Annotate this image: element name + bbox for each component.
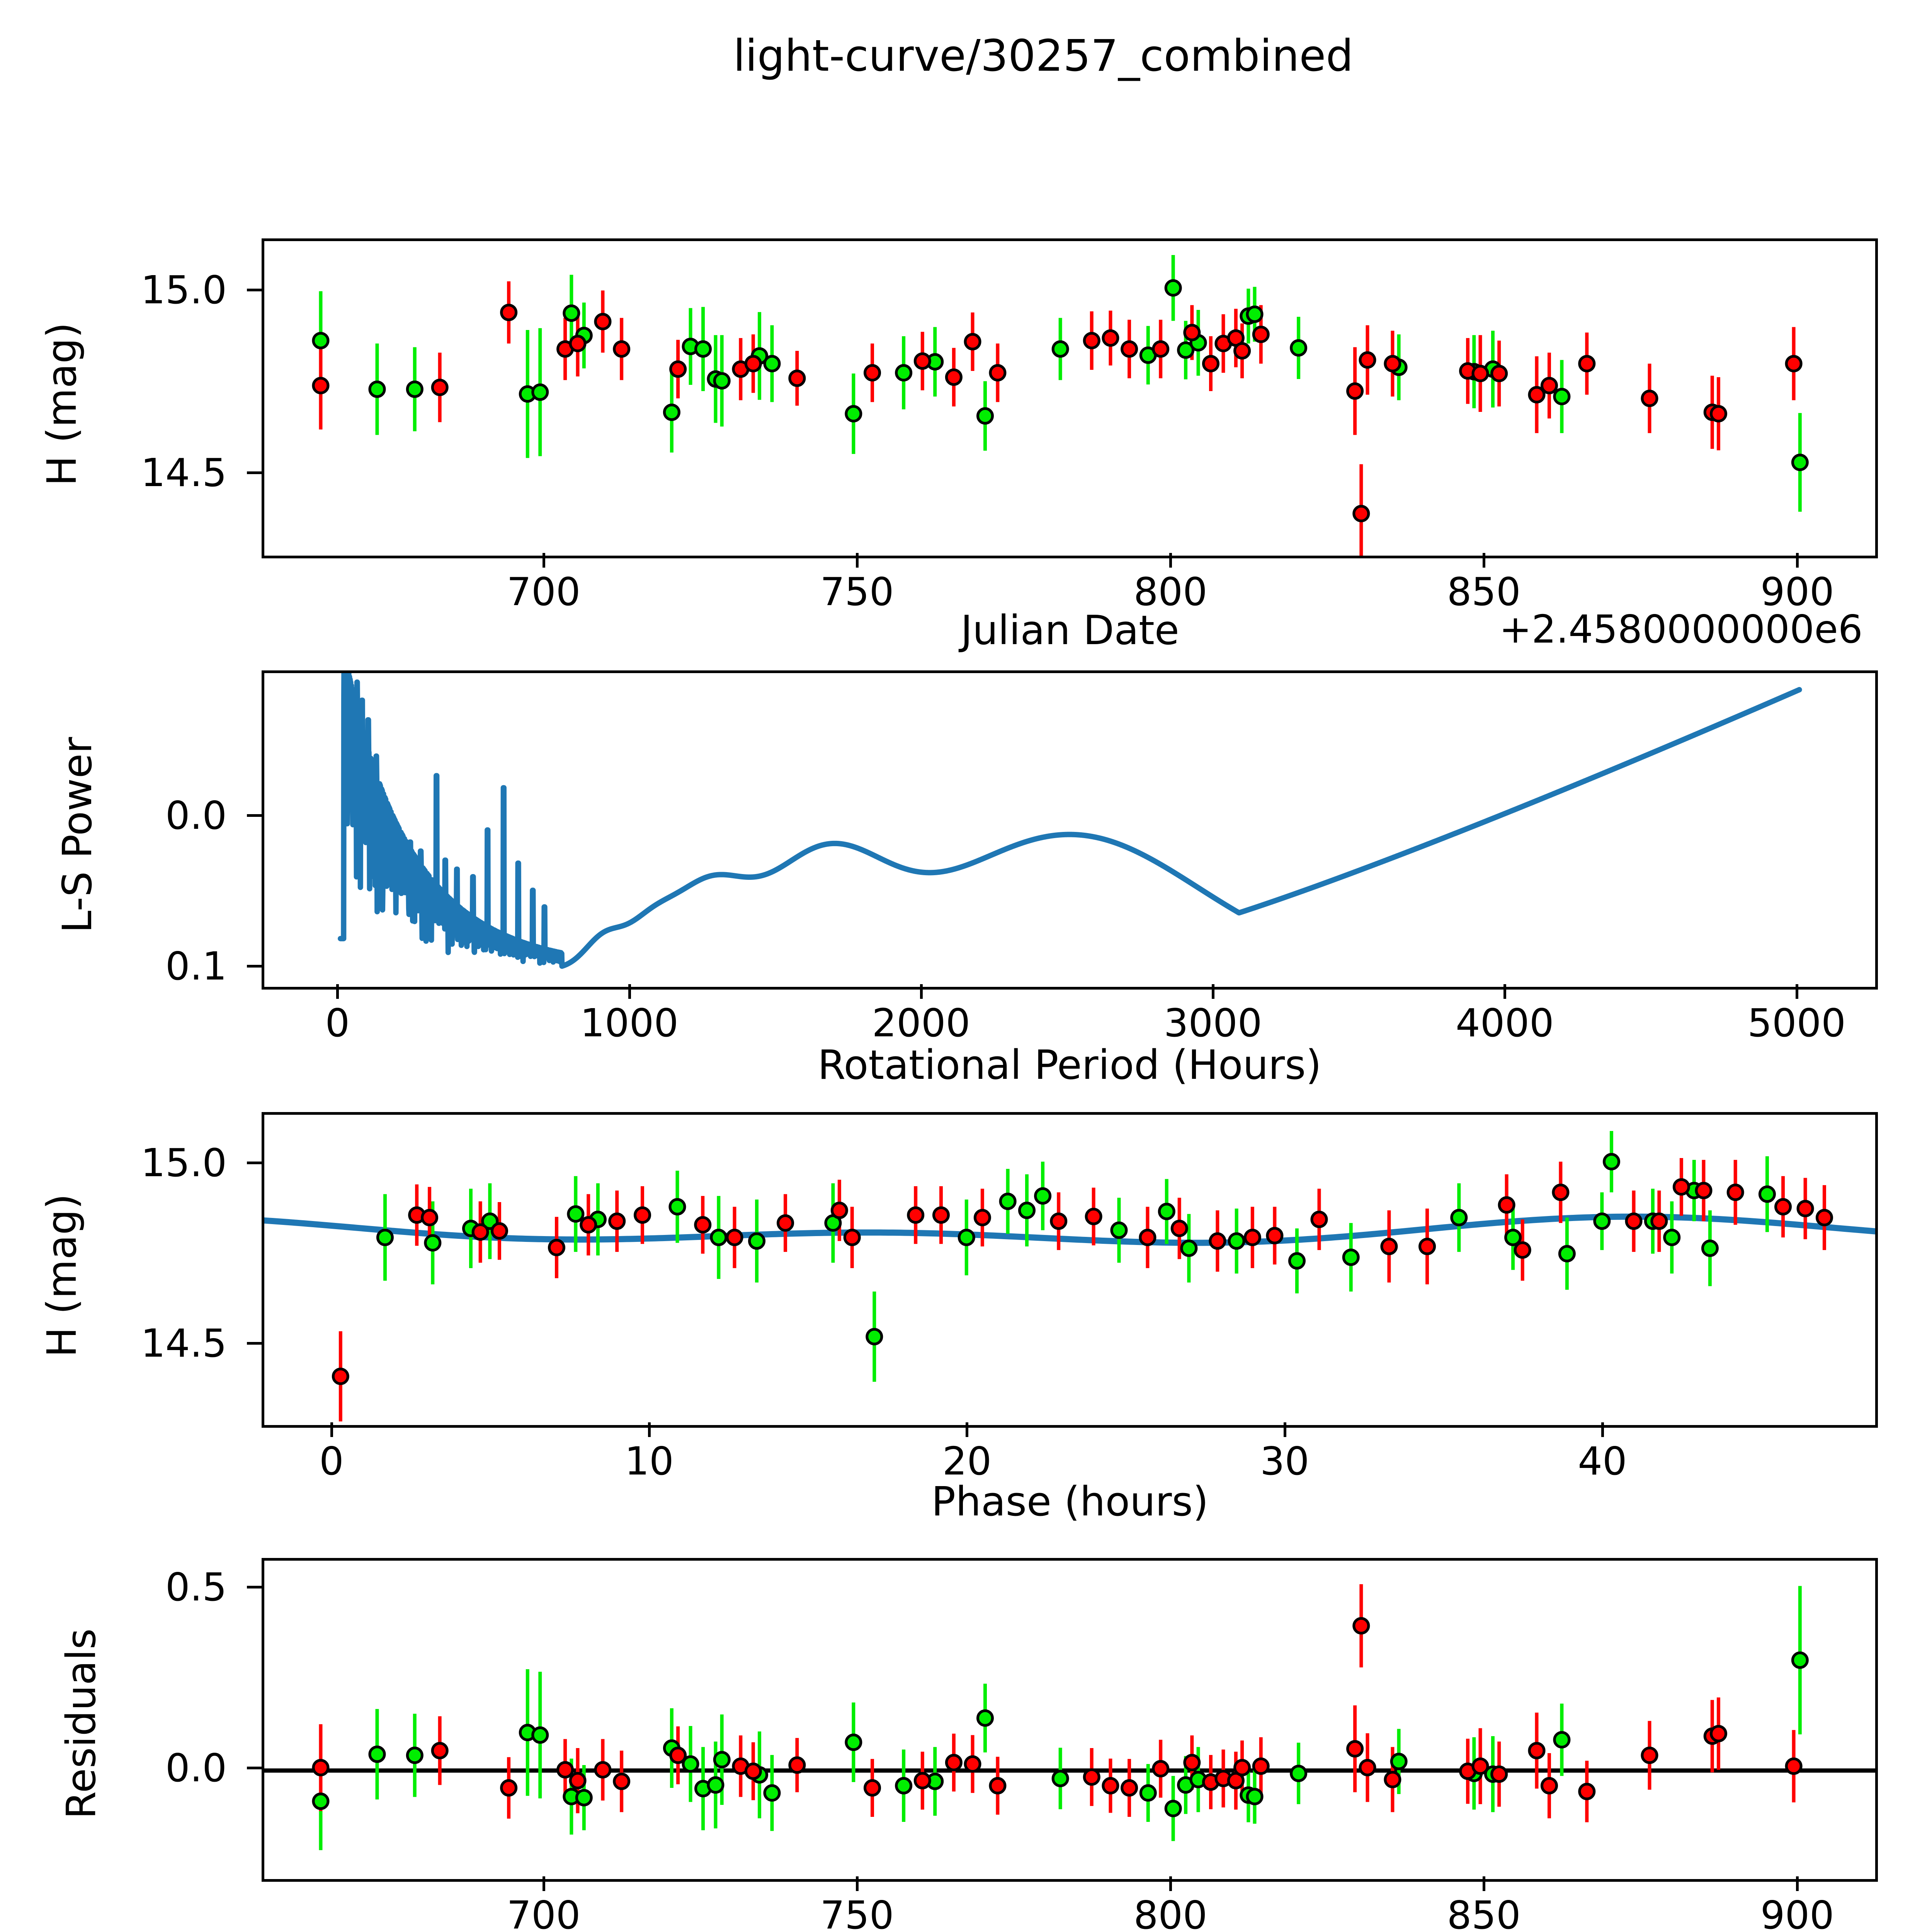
x-tick-mark — [542, 1876, 545, 1891]
x-tick-mark — [330, 1422, 333, 1437]
x-tick-mark — [856, 1876, 859, 1891]
x-tick-label: 750 — [820, 569, 894, 614]
x-tick-label: 850 — [1447, 569, 1521, 614]
x-tick-mark — [920, 984, 923, 999]
x-tick-label: 850 — [1447, 1893, 1521, 1932]
light-curve-x-offset: +2.4580000000e6 — [1499, 607, 1863, 652]
periodogram-panel — [262, 670, 1878, 990]
y-tick-label: 0.1 — [165, 944, 227, 989]
phase-folded-plot-area — [264, 1131, 1875, 1422]
y-tick-mark — [247, 471, 262, 474]
periodogram-xlabel: Rotational Period (Hours) — [818, 1041, 1321, 1088]
x-tick-label: 900 — [1760, 569, 1834, 614]
x-tick-mark — [1601, 1422, 1604, 1437]
x-tick-mark — [1796, 553, 1799, 568]
x-tick-label: 0 — [319, 1439, 344, 1484]
y-tick-label: 0.5 — [165, 1564, 227, 1610]
x-tick-mark — [1283, 1422, 1286, 1437]
periodogram-plot-area — [338, 673, 1802, 969]
x-tick-label: 5000 — [1747, 1000, 1846, 1046]
x-tick-label: 40 — [1578, 1439, 1627, 1484]
y-tick-label: 14.5 — [141, 450, 227, 495]
light-curve-panel — [262, 238, 1878, 558]
x-tick-mark — [628, 984, 631, 999]
y-tick-label: 15.0 — [141, 267, 227, 313]
x-tick-label: 4000 — [1456, 1000, 1554, 1046]
x-tick-mark — [648, 1422, 651, 1437]
y-tick-label: 15.0 — [141, 1140, 227, 1185]
x-tick-label: 1000 — [580, 1000, 679, 1046]
x-tick-label: 0 — [325, 1000, 350, 1046]
light-curve-xlabel: Julian Date — [961, 607, 1179, 654]
y-tick-mark — [247, 1342, 262, 1345]
x-tick-mark — [1169, 1876, 1172, 1891]
x-tick-label: 700 — [507, 569, 581, 614]
x-tick-label: 2000 — [872, 1000, 971, 1046]
residuals-panel — [262, 1558, 1878, 1882]
phase-folded-xlabel: Phase (hours) — [931, 1478, 1209, 1525]
residuals-plot-area — [264, 1584, 1875, 1850]
y-tick-mark — [247, 1161, 262, 1164]
x-tick-label: 700 — [507, 1893, 581, 1932]
x-tick-label: 3000 — [1163, 1000, 1262, 1046]
x-tick-mark — [966, 1422, 969, 1437]
x-tick-mark — [336, 984, 339, 999]
x-tick-mark — [1483, 1876, 1486, 1891]
x-tick-label: 800 — [1133, 569, 1208, 614]
y-tick-mark — [247, 1767, 262, 1770]
x-tick-label: 10 — [624, 1439, 674, 1484]
y-tick-mark — [247, 1585, 262, 1588]
y-tick-mark — [247, 288, 262, 291]
y-tick-mark — [247, 814, 262, 817]
x-tick-label: 900 — [1760, 1893, 1834, 1932]
x-tick-mark — [856, 553, 859, 568]
x-tick-label: 30 — [1260, 1439, 1310, 1484]
x-tick-label: 20 — [942, 1439, 992, 1484]
x-tick-label: 750 — [820, 1893, 894, 1932]
x-tick-mark — [1796, 1876, 1799, 1891]
figure-title: light-curve/30257_combined — [733, 31, 1354, 81]
y-tick-label: 14.5 — [141, 1320, 227, 1366]
x-tick-mark — [1503, 984, 1507, 999]
y-tick-label: 0.0 — [165, 1745, 227, 1791]
x-tick-mark — [1169, 553, 1172, 568]
x-tick-mark — [1795, 984, 1798, 999]
x-tick-label: 800 — [1133, 1893, 1208, 1932]
y-tick-mark — [247, 965, 262, 968]
x-tick-mark — [542, 553, 545, 568]
light-curve-plot-area — [312, 255, 1809, 556]
y-tick-label: 0.0 — [165, 793, 227, 838]
residuals-ylabel: Residuals — [58, 1628, 105, 1819]
phase-folded-panel — [262, 1112, 1878, 1428]
x-tick-mark — [1483, 553, 1486, 568]
x-tick-mark — [1212, 984, 1215, 999]
